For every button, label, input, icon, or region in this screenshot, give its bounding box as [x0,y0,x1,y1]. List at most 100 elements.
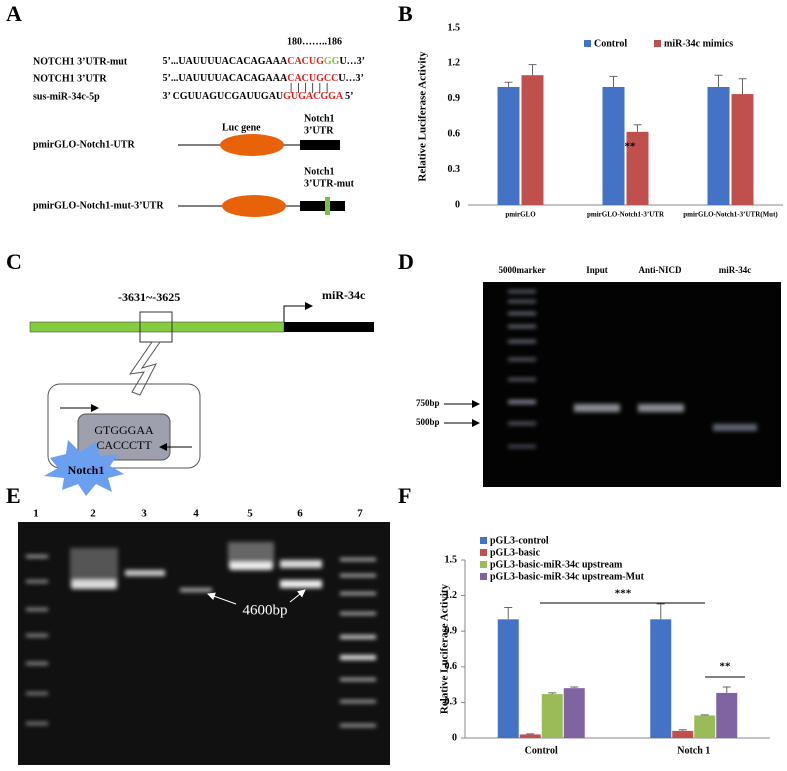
band [340,655,376,660]
gel-image [483,282,781,487]
utr-label: Notch1 [304,166,335,177]
size-annotation: 4600bp [243,602,288,618]
x-tick-label: Notch 1 [677,745,710,756]
bar [716,692,738,738]
legend-swatch [480,549,487,556]
legend-swatch [584,40,591,47]
seq-site: GUGACGGA [283,91,344,102]
site-label: -3631~-3625 [118,290,180,304]
y-tick-label: 0.3 [448,164,461,175]
error-bar [738,78,747,95]
x-tick-label: pmirGLO [505,211,536,219]
bar [602,87,625,205]
band [26,692,48,695]
factor-label: Notch1 [68,463,105,477]
lane-number: 6 [297,508,303,520]
band [508,325,536,328]
utr-box [300,140,340,150]
band [340,558,376,561]
y-tick-label: 0.9 [445,625,458,636]
bar [672,730,694,738]
sequence-name: NOTCH1 3’UTR [33,73,107,84]
error-bar [656,603,665,620]
seq-part: U…3’ [339,56,364,67]
annotation-arrow [289,589,306,603]
seq-mut: GG [324,56,340,67]
error-bar [548,692,557,695]
seq-part: U…3’ [338,73,363,84]
bar [521,75,544,205]
error-bar [526,733,535,735]
band [508,422,536,425]
band [26,634,48,637]
legend-swatch [654,40,661,47]
bar [626,131,649,205]
lane-number: 5 [247,508,253,520]
band [26,662,48,665]
motif-box [77,413,171,461]
zoom-bolt [128,341,161,396]
y-tick-label: 1.2 [448,58,461,69]
legend-swatch [480,537,487,544]
error-bar [609,75,618,87]
motif: GTGGGAA [94,423,154,437]
legend-label: pGL3-basic-miR-34c upstream-Mut [490,571,645,582]
band [340,635,376,639]
y-tick-label: 1.5 [445,554,458,565]
sequence: 5’...UAUUUUACACAGAAACACUGGGU…3’ [150,56,372,67]
seq-part: 5’ [343,91,354,102]
seq-part: 3’ CGUUAGUCGAUUGAU [163,91,284,102]
panel-label: F [398,483,411,508]
sequence-name: sus-miR-34c-5p [33,91,100,102]
band [340,574,376,577]
lane-number: 1 [33,508,39,520]
utr-label: 3’UTR [304,125,334,136]
significance: *** [615,588,632,600]
band [180,588,212,592]
marker-label: 750bp [416,398,440,408]
error-bar [700,714,709,716]
y-tick-label: 0.3 [445,697,458,708]
y-tick-label: 0 [455,199,460,210]
gene-region [284,322,374,332]
bar [731,94,754,205]
legend-label: pGL3-basic [490,547,541,558]
band [713,424,757,431]
band [508,312,536,315]
luc-gene [222,195,286,217]
construct-name: pmirGLO-Notch1-UTR [33,139,135,150]
band [26,580,48,583]
bar [497,619,519,738]
y-tick-label: 0.6 [448,128,461,139]
utr-box [300,201,345,211]
y-tick-label: 0 [452,732,457,743]
band [280,560,322,568]
bar [541,694,563,738]
y-axis-label: Relative Luciferase Activity [417,51,429,182]
band [508,340,536,343]
binding-box [47,383,201,469]
y-tick-label: 1.2 [445,590,458,601]
y-tick-label: 1.5 [448,22,461,33]
y-tick-label: 0.6 [445,661,458,672]
sequence: 3’ CGUUAGUCGAUUGAUGUGACGGA 5’ [150,91,360,102]
band [508,445,536,448]
lane-label: Anti-NICD [638,265,682,275]
y-tick-label: 0.9 [448,93,461,104]
seq-site: CACUG [287,56,324,67]
band [230,562,272,570]
band [638,404,684,412]
bar [694,715,716,738]
pairing: |||||| [290,82,333,93]
lane-number: 2 [90,508,96,520]
bar [707,87,730,205]
lane-number: 7 [357,508,363,520]
marker-label: 500bp [416,417,440,427]
error-bar [504,606,513,620]
legend-label: pGL3-control [490,535,549,546]
band [280,580,322,588]
y-axis-label: Relative Luciferase Activity [439,583,451,714]
luc-gene [220,134,284,156]
error-bar [633,124,642,132]
band [508,300,536,303]
